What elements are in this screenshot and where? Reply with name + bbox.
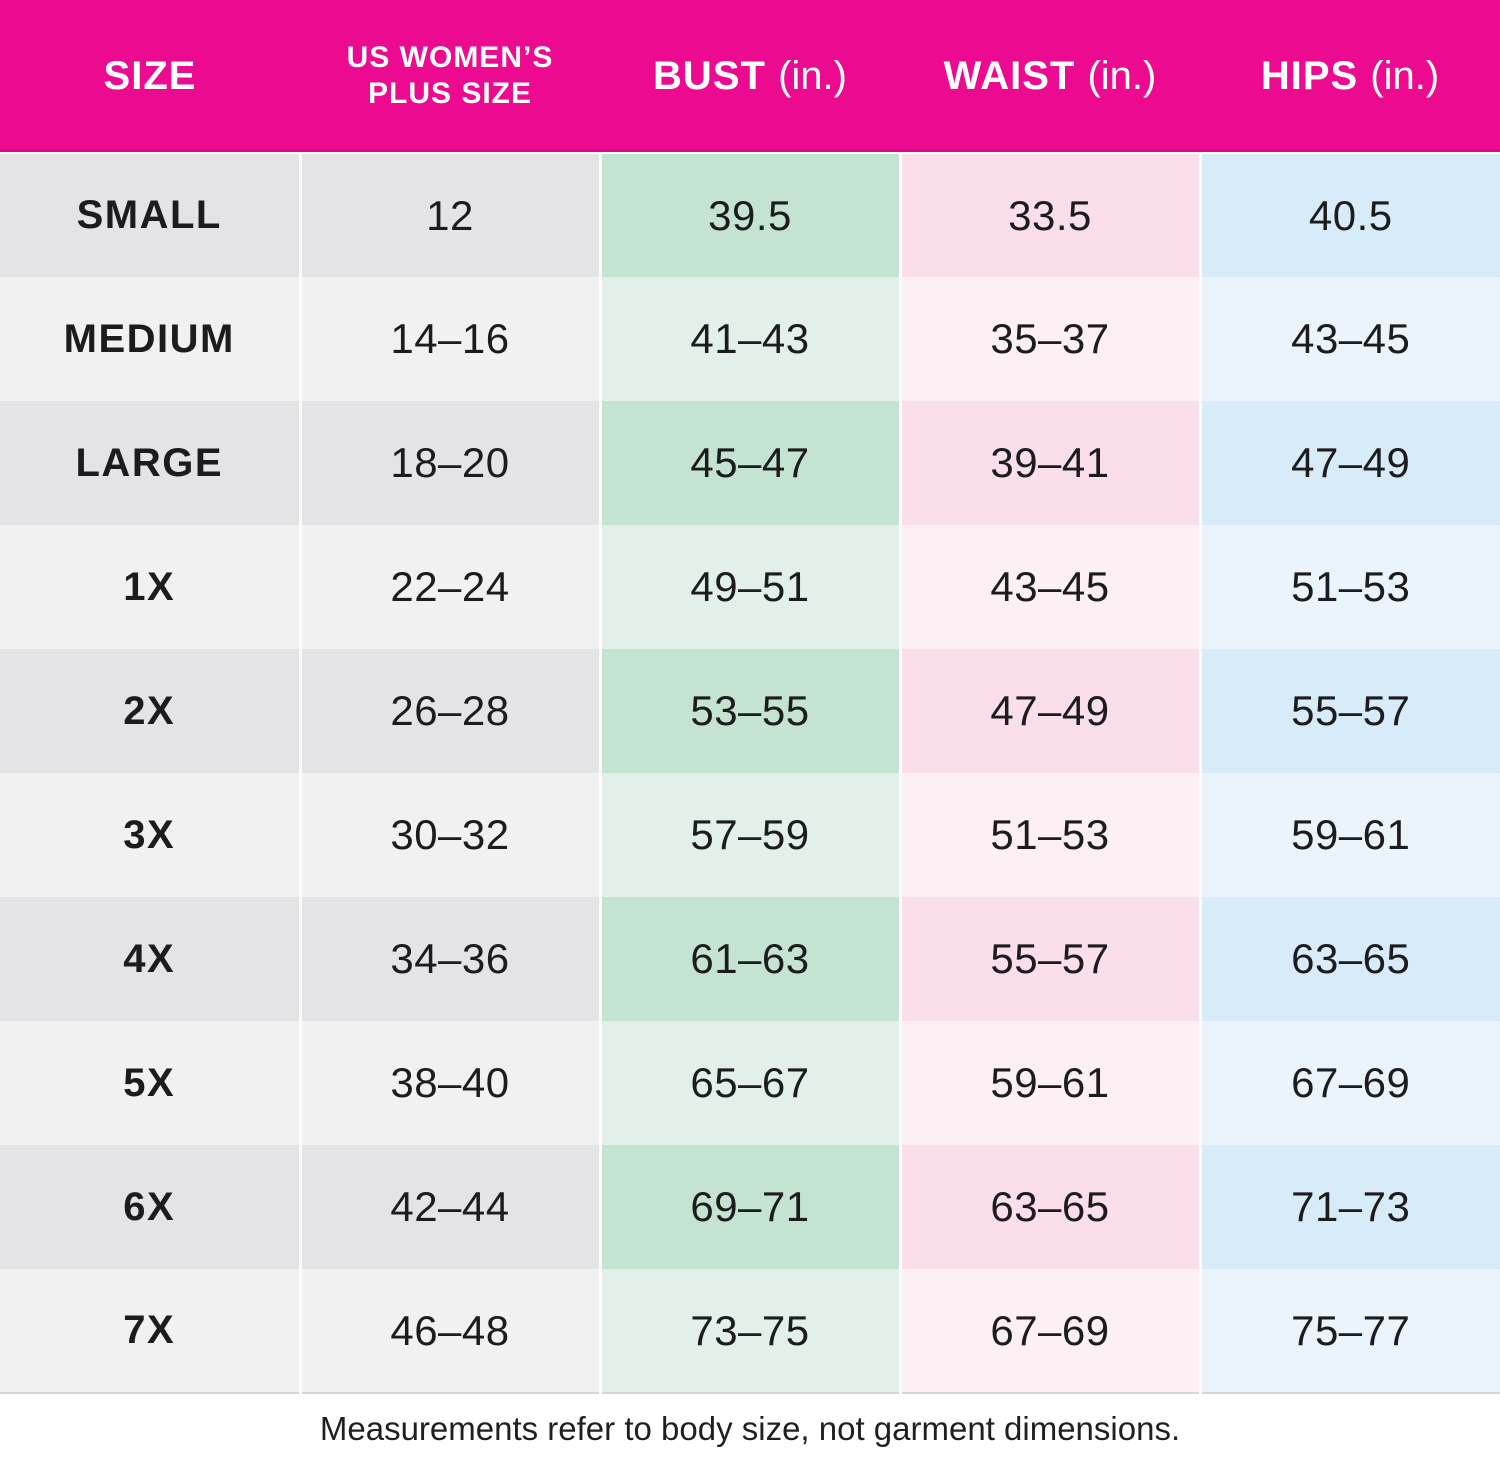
waist-cell: 59–61 [898,1021,1200,1145]
waist-cell: 43–45 [898,525,1200,649]
header-hips-label: HIPS [1260,53,1359,98]
plus-size-cell: 18–20 [298,401,600,525]
plus-size-cell: 22–24 [298,525,600,649]
plus-size-cell: 38–40 [298,1021,600,1145]
plus-size-cell: 30–32 [298,773,600,897]
table-header: SIZE US WOMEN’S PLUS SIZE BUST (in.) WAI… [0,0,1500,154]
size-cell: 6X [0,1145,300,1269]
header-plus-size-label: US WOMEN’S PLUS SIZE [346,40,554,110]
hips-cell: 51–53 [1198,525,1500,649]
bust-cell: 61–63 [598,897,900,1021]
header-row: SIZE US WOMEN’S PLUS SIZE BUST (in.) WAI… [0,0,1500,154]
hips-cell: 43–45 [1198,277,1500,401]
waist-cell: 55–57 [898,897,1200,1021]
footer: Measurements refer to body size, not gar… [0,1394,1500,1464]
header-waist-unit: (in.) [1087,53,1157,98]
bust-cell: 41–43 [598,277,900,401]
waist-cell: 39–41 [898,401,1200,525]
hips-cell: 63–65 [1198,897,1500,1021]
header-waist-label: WAIST [943,53,1076,98]
table-row: 4X 34–36 61–63 55–57 63–65 [0,897,1500,1021]
bust-cell: 49–51 [598,525,900,649]
waist-cell: 47–49 [898,649,1200,773]
header-hips-unit: (in.) [1370,53,1440,98]
size-chart-table: SIZE US WOMEN’S PLUS SIZE BUST (in.) WAI… [0,0,1500,1394]
size-cell: LARGE [0,401,300,525]
table-row: LARGE 18–20 45–47 39–41 47–49 [0,401,1500,525]
bust-cell: 39.5 [598,153,900,277]
table-row: 2X 26–28 53–55 47–49 55–57 [0,649,1500,773]
waist-cell: 51–53 [898,773,1200,897]
header-bust: BUST (in.) [600,0,900,154]
header-hips: HIPS (in.) [1200,0,1500,154]
table-row: 1X 22–24 49–51 43–45 51–53 [0,525,1500,649]
hips-cell: 40.5 [1198,153,1500,277]
waist-cell: 33.5 [898,153,1200,277]
hips-cell: 55–57 [1198,649,1500,773]
size-cell: 2X [0,649,300,773]
waist-cell: 35–37 [898,277,1200,401]
size-cell: 5X [0,1021,300,1145]
bust-cell: 73–75 [598,1269,900,1394]
table-row: SMALL 12 39.5 33.5 40.5 [0,153,1500,277]
size-cell: SMALL [0,153,300,277]
size-cell: 3X [0,773,300,897]
plus-size-cell: 34–36 [298,897,600,1021]
plus-size-cell: 46–48 [298,1269,600,1394]
table-row: 7X 46–48 73–75 67–69 75–77 [0,1269,1500,1394]
size-cell: 1X [0,525,300,649]
table-row: 6X 42–44 69–71 63–65 71–73 [0,1145,1500,1269]
table-row: 5X 38–40 65–67 59–61 67–69 [0,1021,1500,1145]
header-plus-size: US WOMEN’S PLUS SIZE [300,0,600,154]
table-body: SMALL 12 39.5 33.5 40.5 MEDIUM 14–16 41–… [0,153,1500,1394]
hips-cell: 67–69 [1198,1021,1500,1145]
measurement-note: Measurements refer to body size, not gar… [319,1410,1181,1447]
table-row: 3X 30–32 57–59 51–53 59–61 [0,773,1500,897]
size-cell: MEDIUM [0,277,300,401]
bust-cell: 65–67 [598,1021,900,1145]
plus-size-cell: 14–16 [298,277,600,401]
hips-cell: 71–73 [1198,1145,1500,1269]
hips-cell: 59–61 [1198,773,1500,897]
waist-cell: 67–69 [898,1269,1200,1394]
header-size: SIZE [0,0,300,154]
bust-cell: 53–55 [598,649,900,773]
bust-cell: 57–59 [598,773,900,897]
bust-cell: 69–71 [598,1145,900,1269]
hips-cell: 75–77 [1198,1269,1500,1394]
plus-size-cell: 42–44 [298,1145,600,1269]
size-cell: 7X [0,1269,300,1394]
plus-size-cell: 26–28 [298,649,600,773]
bust-cell: 45–47 [598,401,900,525]
header-bust-label: BUST [653,53,766,98]
size-cell: 4X [0,897,300,1021]
waist-cell: 63–65 [898,1145,1200,1269]
table-row: MEDIUM 14–16 41–43 35–37 43–45 [0,277,1500,401]
plus-size-cell: 12 [298,153,600,277]
header-waist: WAIST (in.) [900,0,1200,154]
header-size-label: SIZE [103,53,197,98]
hips-cell: 47–49 [1198,401,1500,525]
header-bust-unit: (in.) [778,53,847,98]
